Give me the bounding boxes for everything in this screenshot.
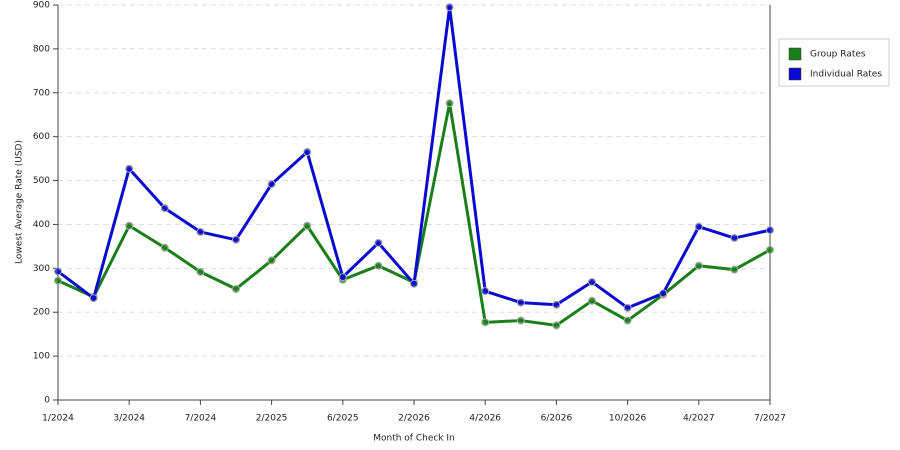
data-point bbox=[481, 287, 490, 296]
data-point bbox=[196, 267, 205, 276]
data-point bbox=[267, 180, 276, 189]
data-point bbox=[160, 243, 169, 252]
y-tick-label: 300 bbox=[33, 264, 50, 274]
data-point bbox=[338, 273, 347, 282]
data-point bbox=[552, 300, 561, 309]
y-tick-label: 900 bbox=[33, 1, 50, 11]
y-tick-label: 500 bbox=[33, 176, 50, 186]
y-tick-label: 700 bbox=[33, 88, 50, 98]
data-point bbox=[766, 226, 774, 235]
y-tick-label: 100 bbox=[33, 352, 50, 362]
data-point bbox=[516, 298, 525, 307]
legend-swatch bbox=[788, 67, 802, 81]
data-point bbox=[766, 245, 774, 254]
data-point bbox=[89, 294, 98, 303]
x-tick-label: 7/2024 bbox=[185, 414, 217, 424]
data-point bbox=[445, 99, 454, 108]
x-tick-label: 1/2024 bbox=[42, 414, 74, 424]
x-tick-label: 4/2026 bbox=[469, 414, 501, 424]
x-tick-label: 7/2027 bbox=[754, 414, 786, 424]
data-point bbox=[588, 296, 596, 305]
data-point bbox=[160, 204, 169, 213]
data-point bbox=[303, 148, 312, 157]
data-point bbox=[232, 235, 240, 244]
data-point bbox=[481, 318, 490, 327]
data-point bbox=[623, 316, 632, 325]
data-point bbox=[125, 221, 134, 230]
x-tick-label: 2/2025 bbox=[256, 414, 288, 424]
x-tick-label: 3/2024 bbox=[113, 414, 145, 424]
data-point bbox=[694, 222, 703, 231]
data-point bbox=[410, 279, 418, 288]
y-tick-label: 800 bbox=[33, 44, 50, 54]
x-tick-label: 6/2025 bbox=[327, 414, 359, 424]
x-tick-label: 4/2027 bbox=[683, 414, 715, 424]
data-point bbox=[196, 227, 205, 236]
data-point bbox=[303, 221, 312, 230]
data-point bbox=[374, 261, 383, 270]
data-point bbox=[445, 3, 454, 12]
data-point bbox=[588, 277, 596, 286]
data-point bbox=[267, 256, 276, 265]
y-tick-label: 600 bbox=[33, 132, 50, 142]
x-tick-label: 10/2026 bbox=[609, 414, 647, 424]
x-tick-label: 6/2026 bbox=[541, 414, 573, 424]
data-point bbox=[54, 267, 62, 276]
data-point bbox=[374, 238, 383, 247]
data-point bbox=[623, 303, 632, 312]
data-point bbox=[125, 164, 134, 173]
x-axis-label: Month of Check In bbox=[373, 434, 455, 444]
data-point bbox=[694, 261, 703, 270]
legend-label: Group Rates bbox=[810, 50, 866, 60]
data-point bbox=[552, 321, 561, 330]
data-point bbox=[516, 316, 525, 325]
data-point bbox=[730, 265, 739, 274]
data-point bbox=[232, 284, 240, 293]
data-point bbox=[730, 234, 739, 243]
y-tick-label: 400 bbox=[33, 220, 50, 230]
y-tick-label: 0 bbox=[44, 396, 50, 406]
legend-swatch bbox=[788, 47, 802, 61]
y-tick-label: 200 bbox=[33, 308, 50, 318]
data-point bbox=[54, 276, 62, 285]
y-axis-label: Lowest Average Rate (USD) bbox=[15, 140, 25, 264]
series-line bbox=[57, 5, 771, 310]
x-tick-label: 2/2026 bbox=[398, 414, 430, 424]
legend-label: Individual Rates bbox=[810, 70, 882, 80]
data-point bbox=[659, 289, 668, 298]
